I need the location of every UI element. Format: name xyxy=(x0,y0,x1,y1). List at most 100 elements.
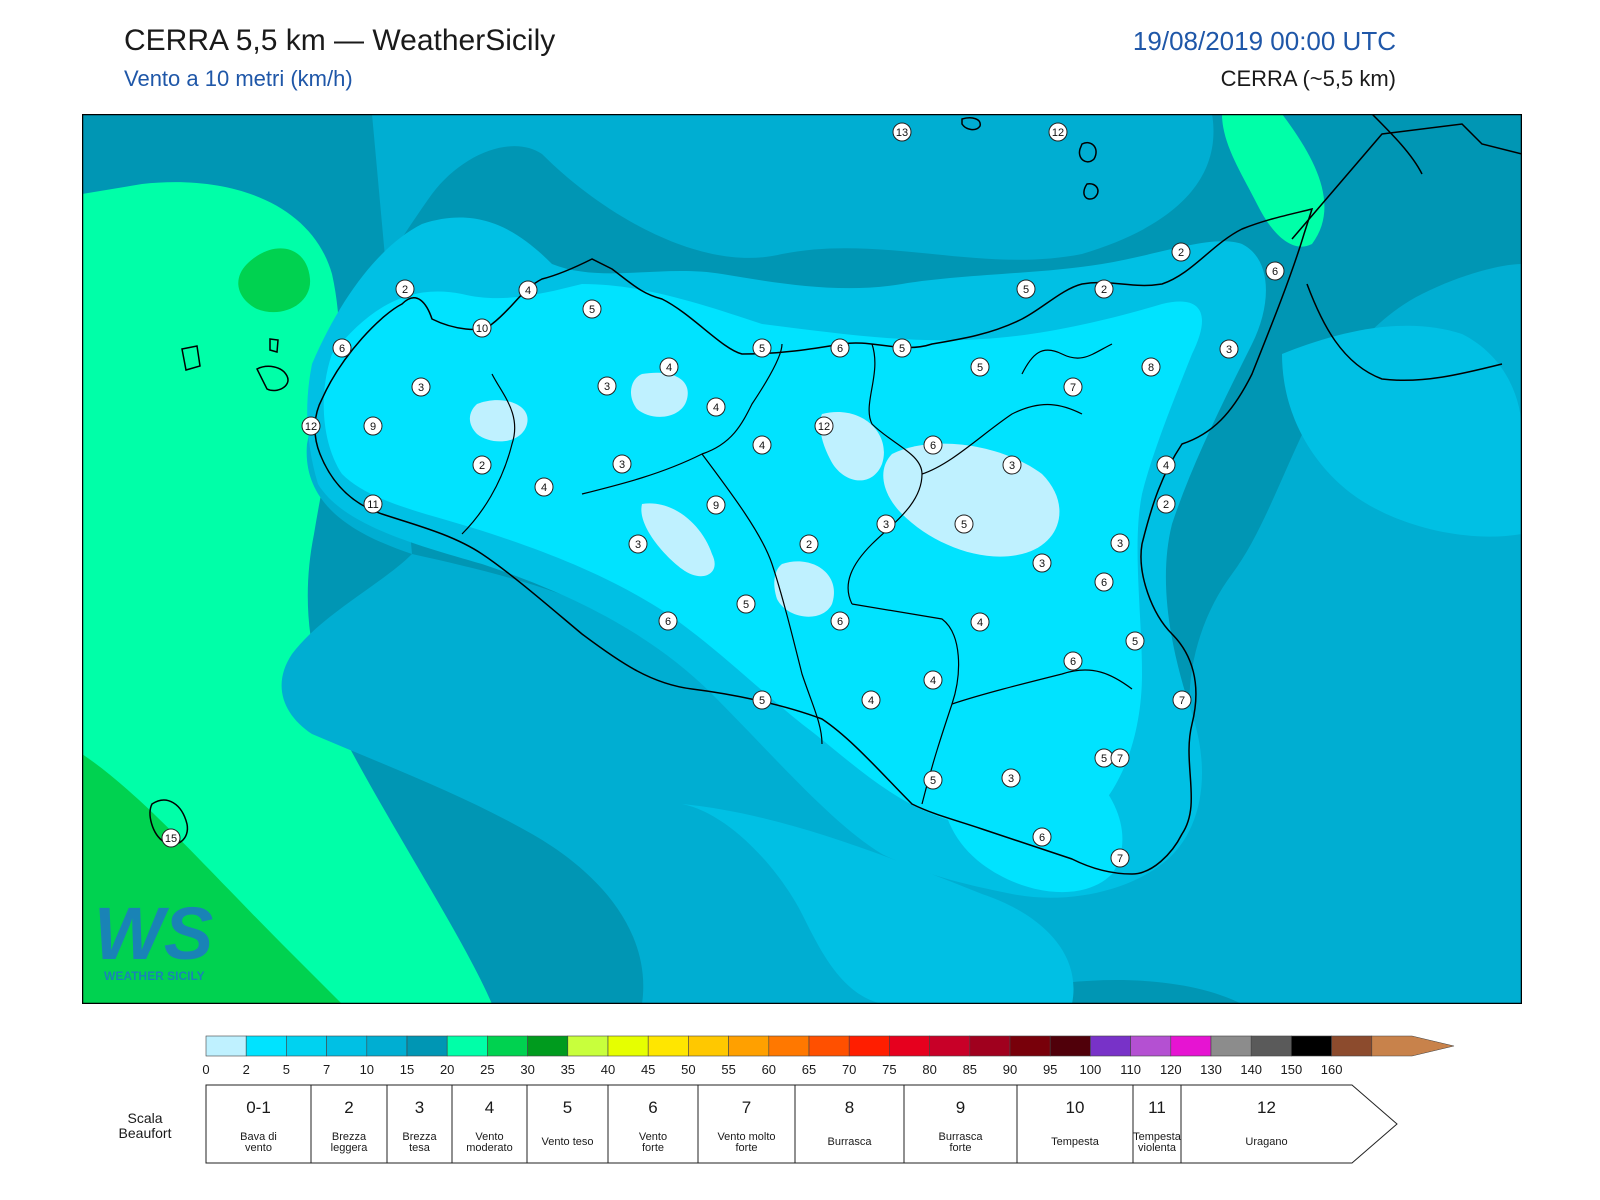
station-marker: 3 xyxy=(1032,553,1052,573)
station-marker-circle xyxy=(892,122,912,142)
station-marker-circle xyxy=(363,416,383,436)
colorbar-swatch xyxy=(406,1035,448,1057)
station-marker-circle xyxy=(472,318,492,338)
station-marker-circle xyxy=(752,690,772,710)
station-value: 5 xyxy=(977,362,983,374)
colorbar-swatch xyxy=(567,1035,609,1057)
wind-field-east-sea xyxy=(1282,325,1522,537)
colorbar-swatch xyxy=(1090,1035,1131,1057)
station-marker-circle xyxy=(1048,122,1068,142)
station-value: 6 xyxy=(1272,266,1278,278)
station-value: 3 xyxy=(619,459,625,471)
station-value: 5 xyxy=(589,304,595,316)
beaufort-number: 12 xyxy=(1257,1098,1276,1117)
station-value: 2 xyxy=(1163,499,1169,511)
beaufort-description: Vento teso xyxy=(542,1136,594,1148)
station-value: 3 xyxy=(1117,538,1123,550)
scale-title-line2: Beaufort xyxy=(119,1125,172,1141)
colorbar-swatch xyxy=(1291,1035,1332,1057)
wind-field-calm-2 xyxy=(630,372,688,417)
station-value: 15 xyxy=(165,833,177,845)
station-marker-circle xyxy=(582,299,602,319)
wind-field-northeast xyxy=(1222,114,1325,247)
station-marker-circle xyxy=(534,477,554,497)
station-marker: 4 xyxy=(861,690,881,710)
station-marker-circle xyxy=(706,495,726,515)
forecast-datetime: 19/08/2019 00:00 UTC xyxy=(1132,26,1396,56)
beaufort-box-last xyxy=(1180,1084,1398,1164)
station-marker-circle xyxy=(1265,261,1285,281)
beaufort-box xyxy=(794,1084,905,1164)
station-value: 7 xyxy=(1070,382,1076,394)
beaufort-number: 8 xyxy=(845,1098,854,1117)
station-marker-circle xyxy=(1063,377,1083,397)
beaufort-description: moderato xyxy=(466,1142,512,1154)
colorbar-tick-label: 35 xyxy=(561,1062,575,1077)
station-marker-circle xyxy=(1094,279,1114,299)
colorbar-tick-label: 75 xyxy=(882,1062,896,1077)
colorbar-tick-label: 100 xyxy=(1080,1062,1102,1077)
colorbar-tick-label: 50 xyxy=(681,1062,695,1077)
colorbar-swatch xyxy=(1130,1035,1172,1057)
logo-mark: WS xyxy=(94,892,213,975)
map-title: CERRA 5,5 km — WeatherSicily xyxy=(124,24,556,57)
station-marker: 3 xyxy=(612,454,632,474)
colorbar xyxy=(205,1035,1455,1057)
colorbar-tick-label: 45 xyxy=(641,1062,655,1077)
station-marker: 5 xyxy=(752,338,772,358)
station-marker: 5 xyxy=(1094,748,1114,768)
colorbar-swatch xyxy=(929,1035,971,1057)
station-marker: 5 xyxy=(582,299,602,319)
colorbar-tick-label: 10 xyxy=(360,1062,374,1077)
station-value: 5 xyxy=(1132,636,1138,648)
station-marker-circle xyxy=(1032,553,1052,573)
station-marker-circle xyxy=(301,416,321,436)
beaufort-description: tesa xyxy=(409,1142,431,1154)
wind-field-sea-moderate xyxy=(281,114,1522,1004)
beaufort-level: 10 Tempesta xyxy=(1016,1084,1134,1164)
beaufort-description: forte xyxy=(642,1142,664,1154)
station-marker: 4 xyxy=(706,397,726,417)
station-marker: 4 xyxy=(1156,455,1176,475)
station-marker: 12 xyxy=(814,416,834,436)
colorbar-tick-label: 30 xyxy=(520,1062,534,1077)
station-marker: 7 xyxy=(1110,848,1130,868)
logo-caption: WEATHER SICILY xyxy=(104,969,205,983)
beaufort-box xyxy=(1016,1084,1134,1164)
beaufort-description: Tempesta xyxy=(1051,1136,1100,1148)
station-value: 7 xyxy=(1117,753,1123,765)
station-marker: 5 xyxy=(970,357,990,377)
colorbar-swatch xyxy=(688,1035,729,1057)
beaufort-description: Vento xyxy=(475,1131,503,1143)
station-marker-circle xyxy=(923,435,943,455)
colorbar-tick-label: 120 xyxy=(1160,1062,1182,1077)
station-marker-circle xyxy=(892,338,912,358)
station-value: 5 xyxy=(759,343,765,355)
station-value: 7 xyxy=(1179,695,1185,707)
colorbar-swatch xyxy=(768,1035,810,1057)
beaufort-description: violenta xyxy=(1138,1142,1177,1154)
colorbar-swatch xyxy=(1250,1035,1292,1057)
station-marker: 9 xyxy=(363,416,383,436)
station-marker: 3 xyxy=(876,514,896,534)
beaufort-number: 9 xyxy=(956,1098,965,1117)
colorbar-tick-label: 40 xyxy=(601,1062,615,1077)
station-value: 9 xyxy=(713,500,719,512)
station-marker-circle xyxy=(1219,339,1239,359)
station-value: 3 xyxy=(604,381,610,393)
station-marker: 5 xyxy=(954,514,974,534)
station-value: 5 xyxy=(899,343,905,355)
station-marker: 3 xyxy=(1001,768,1021,788)
colorbar-swatch xyxy=(808,1035,850,1057)
station-marker: 6 xyxy=(830,338,850,358)
wind-field-southwest xyxy=(82,754,342,1004)
station-value: 5 xyxy=(930,775,936,787)
station-marker: 3 xyxy=(411,377,431,397)
station-value: 3 xyxy=(1008,773,1014,785)
wind-map: WS WEATHER SICILY 13 12 2 4 5 10 6 3 12 9 11 2 4 3 4 3 4… xyxy=(82,114,1522,1004)
station-value: 2 xyxy=(402,284,408,296)
station-value: 10 xyxy=(476,323,488,335)
